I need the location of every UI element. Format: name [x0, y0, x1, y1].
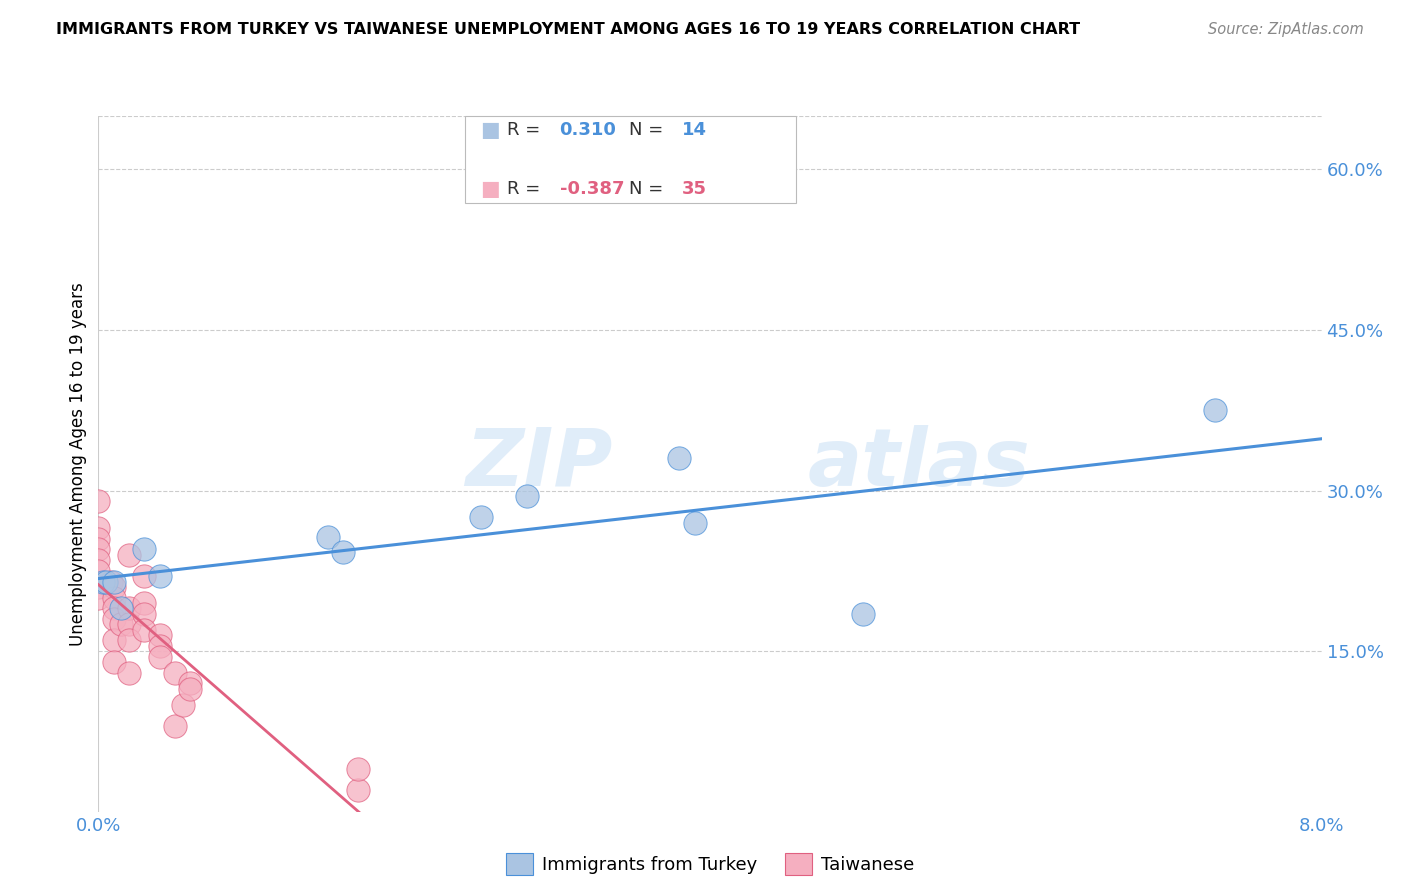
Point — [118, 548, 141, 562]
Text: ■: ■ — [479, 120, 499, 140]
Legend: Immigrants from Turkey, Taiwanese: Immigrants from Turkey, Taiwanese — [499, 847, 921, 883]
Point — [134, 623, 156, 637]
Point — [134, 607, 156, 621]
Point — [149, 649, 172, 664]
Point — [332, 544, 354, 558]
Text: 0.310: 0.310 — [560, 121, 616, 139]
Point — [110, 601, 132, 615]
Text: ■: ■ — [479, 179, 499, 199]
Point — [852, 607, 875, 621]
Point — [87, 542, 110, 557]
Text: N =: N = — [630, 121, 669, 139]
Point — [87, 494, 110, 508]
Point — [118, 617, 141, 632]
Point — [103, 612, 125, 626]
Point — [94, 574, 117, 589]
Point — [179, 676, 201, 690]
Point — [134, 596, 156, 610]
Point — [87, 553, 110, 567]
Point — [134, 542, 156, 557]
Point — [149, 639, 172, 653]
Text: R =: R = — [508, 121, 546, 139]
Text: 35: 35 — [682, 180, 707, 198]
Point — [87, 591, 110, 605]
Point — [103, 601, 125, 615]
Point — [103, 591, 125, 605]
Point — [103, 574, 125, 589]
Point — [87, 521, 110, 535]
Point — [103, 633, 125, 648]
Point — [134, 569, 156, 583]
Text: N =: N = — [630, 180, 669, 198]
Point — [470, 510, 492, 524]
Point — [103, 580, 125, 594]
Point — [91, 574, 114, 589]
Point — [118, 633, 141, 648]
Text: -0.387: -0.387 — [560, 180, 624, 198]
Y-axis label: Unemployment Among Ages 16 to 19 years: Unemployment Among Ages 16 to 19 years — [69, 282, 87, 646]
Point — [149, 569, 172, 583]
Point — [118, 665, 141, 680]
Point — [163, 665, 186, 680]
Point — [103, 655, 125, 669]
Point — [1204, 403, 1226, 417]
Point — [179, 681, 201, 696]
Point — [516, 489, 538, 503]
Point — [118, 601, 141, 615]
Text: 14: 14 — [682, 121, 707, 139]
Text: atlas: atlas — [808, 425, 1031, 503]
Point — [87, 580, 110, 594]
Point — [87, 564, 110, 578]
Point — [87, 532, 110, 546]
Point — [347, 783, 370, 797]
FancyBboxPatch shape — [465, 116, 796, 203]
Text: ZIP: ZIP — [465, 425, 612, 503]
Text: IMMIGRANTS FROM TURKEY VS TAIWANESE UNEMPLOYMENT AMONG AGES 16 TO 19 YEARS CORRE: IMMIGRANTS FROM TURKEY VS TAIWANESE UNEM… — [56, 22, 1080, 37]
Point — [172, 698, 194, 712]
Point — [683, 516, 706, 530]
Text: Source: ZipAtlas.com: Source: ZipAtlas.com — [1208, 22, 1364, 37]
Text: R =: R = — [508, 180, 546, 198]
Point — [149, 628, 172, 642]
Point — [347, 762, 370, 776]
Point — [316, 530, 339, 544]
Point — [110, 617, 132, 632]
Point — [100, 574, 122, 589]
Point — [668, 451, 690, 466]
Point — [163, 719, 186, 733]
